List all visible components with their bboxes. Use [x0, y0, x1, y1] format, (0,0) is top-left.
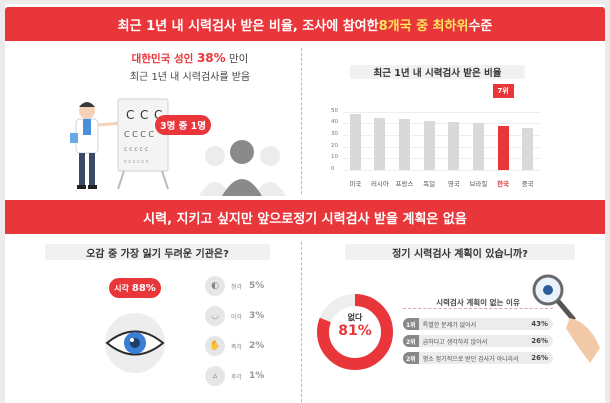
header-title-suffix: 수준 [468, 18, 493, 34]
reason-rank: 1위 [403, 318, 419, 330]
reason-rank: 2위 [403, 352, 419, 364]
korea-stat-line1: 대한민국 성인 38% 만이 [131, 51, 249, 65]
svg-text:c c c c c c: c c c c c c [124, 159, 149, 165]
nose-icon: ▵ [205, 366, 225, 386]
header-title-prefix: 최근 1년 내 시력검사 받은 비율, 조사에 참여한 [117, 18, 379, 34]
sense-value: 5% [249, 281, 265, 291]
top-divider [301, 48, 302, 194]
chart-category-label: 중국 [521, 180, 534, 188]
chart-bar [522, 128, 534, 170]
reasons-title: 시력검사 계획이 없는 이유 [436, 298, 520, 307]
chart-bar [423, 121, 435, 170]
people-silhouettes [199, 140, 286, 196]
korea-stat-line2: 최근 1년 내 시력검사를 받음 [129, 72, 251, 83]
sight-badge-label: 시각 [114, 283, 129, 293]
eye-icon [105, 313, 165, 373]
plan-banner-highlight: 정기 시력검사 받을 계획은 없음 [293, 211, 467, 227]
reason-text: 평소 정기적으로 받던 검사가 아니라서 [422, 355, 519, 363]
plan-banner-prefix: 시력, 지키고 싶지만 앞으로 [143, 211, 294, 227]
chart-gridline [343, 111, 540, 113]
svg-text:C: C [126, 108, 134, 122]
chart-y-tick: 0 [331, 166, 335, 172]
chart-gridline [343, 123, 540, 125]
donut-label: 없다 [347, 313, 363, 322]
chart-y-tick: 10 [331, 154, 338, 161]
one-in-three-bubble: 3명 중 1명 [155, 115, 211, 135]
header-banner: 최근 1년 내 시력검사 받은 비율, 조사에 참여한 8개국 중 최하위 수준 [5, 7, 605, 41]
chart-bar [349, 114, 361, 170]
reason-pct: 26% [531, 354, 548, 362]
sense-row: ◡ 미각 3% [205, 306, 275, 326]
chart-title: 최근 1년 내 시력검사 받은 비율 [350, 65, 525, 79]
sense-value: 2% [249, 341, 265, 351]
sense-row: ▵ 후각 1% [205, 366, 275, 386]
reason-text: 특별한 문제가 없어서 [422, 321, 477, 329]
ear-icon: ◐ [205, 276, 225, 296]
reasons-rule [403, 308, 553, 309]
reason-row: 2위 급하다고 생각하지 않아서 26% [403, 335, 553, 347]
sense-label: 후각 [231, 373, 243, 381]
sense-label: 청각 [231, 283, 243, 291]
infographic: 최근 1년 내 시력검사 받은 비율, 조사에 참여한 8개국 중 최하위 수준… [5, 4, 605, 403]
chart-y-tick: 30 [331, 131, 338, 138]
sense-row: ◐ 청각 5% [205, 276, 275, 296]
senses-question: 오감 중 가장 잃기 두려운 기관은? [45, 244, 270, 260]
chart-bar [374, 117, 386, 170]
chart-gridline [343, 135, 540, 137]
sense-label: 미각 [231, 313, 243, 321]
plan-banner: 시력, 지키고 싶지만 앞으로 정기 시력검사 받을 계획은 없음 [5, 200, 605, 234]
chart-category-label: 러시아 [370, 180, 389, 188]
chart-highlight-rank: 7위 [492, 84, 514, 98]
chart-bar [472, 123, 484, 170]
sight-badge: 시각 88% [109, 278, 161, 298]
chart-category-label: 프랑스 [395, 180, 414, 188]
svg-text:c c c c c: c c c c c [124, 146, 148, 153]
chart-bar [399, 118, 411, 170]
chart-category-label: 브라질 [469, 180, 488, 188]
reason-pct: 43% [531, 320, 548, 328]
magnifier-hand-illustration [532, 274, 600, 363]
chart-y-tick: 50 [331, 107, 338, 114]
chart-bar [497, 125, 509, 170]
header-title-highlight: 8개국 중 최하위 [378, 18, 469, 34]
sense-row: ✋ 촉각 2% [205, 336, 275, 356]
chart-category-label: 한국 [497, 180, 510, 188]
doctor-eye-chart-illustration: C C C C C C C c c c c c c c c c c c [70, 98, 169, 190]
reason-text: 급하다고 생각하지 않아서 [422, 338, 488, 346]
chart-gridline [343, 146, 540, 148]
svg-text:C: C [154, 108, 162, 122]
svg-text:C C C C: C C C C [124, 130, 154, 139]
chart-y-tick: 40 [331, 119, 338, 126]
donut-center: 없다 81% [313, 312, 397, 339]
tongue-icon: ◡ [205, 306, 225, 326]
chart-y-tick: 20 [331, 142, 338, 149]
sense-value: 3% [249, 311, 265, 321]
sense-value: 1% [249, 371, 265, 381]
donut-value: 81% [338, 323, 372, 339]
reason-rank: 2위 [403, 335, 419, 347]
chart-category-label: 영국 [447, 180, 460, 188]
chart-category-label: 미국 [349, 180, 362, 188]
no-plan-donut [317, 294, 393, 370]
sight-badge-value: 88% [131, 282, 156, 294]
reason-pct: 26% [531, 337, 548, 345]
chart-gridline [343, 170, 540, 171]
chart-gridline [343, 158, 540, 160]
reason-row: 2위 평소 정기적으로 받던 검사가 아니라서 26% [403, 352, 553, 364]
hand-icon: ✋ [205, 336, 225, 356]
reason-row: 1위 특별한 문제가 없어서 43% [403, 318, 553, 330]
sense-label: 촉각 [231, 343, 243, 351]
chart-category-label: 독일 [423, 180, 436, 188]
chart-bar [448, 122, 460, 170]
bottom-divider [301, 242, 302, 402]
svg-text:C: C [140, 108, 148, 122]
korea-stat-value: 38% [196, 51, 226, 65]
plan-question: 정기 시력검사 계획이 있습니까? [345, 244, 575, 260]
